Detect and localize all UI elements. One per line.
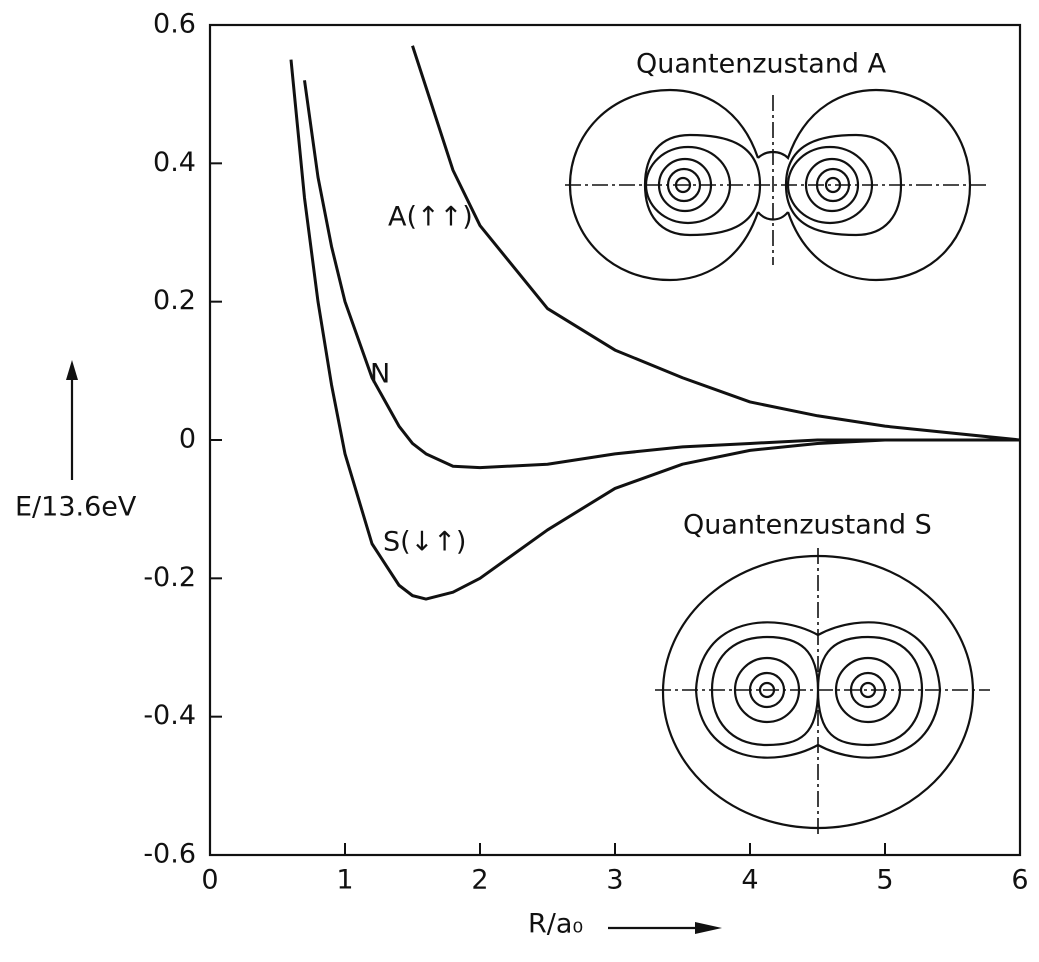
x-tick-label: 3 bbox=[606, 865, 623, 896]
x-tick-label: 1 bbox=[336, 865, 353, 896]
y-tick-label: 0.2 bbox=[153, 285, 196, 316]
curve bbox=[289, 59, 1020, 601]
y-tick-label: -0.6 bbox=[143, 839, 196, 870]
y-tick-label: 0.4 bbox=[153, 147, 196, 178]
annotation: N bbox=[370, 359, 390, 390]
annotation: S(↓↑) bbox=[383, 527, 466, 558]
curve bbox=[411, 45, 1020, 442]
y-arrow-head bbox=[66, 360, 78, 380]
curve bbox=[303, 80, 1020, 470]
x-tick-label: 5 bbox=[876, 865, 893, 896]
x-tick-label: 0 bbox=[201, 865, 218, 896]
x-tick-label: 2 bbox=[471, 865, 488, 896]
y-tick-label: 0.6 bbox=[153, 9, 196, 40]
inset-a bbox=[565, 88, 990, 282]
y-axis-label: E/13.6eV bbox=[15, 492, 137, 523]
annotation: A(↑↑) bbox=[388, 202, 473, 233]
x-arrow-head bbox=[695, 922, 722, 934]
x-axis-label: R/a₀ bbox=[528, 909, 583, 940]
x-tick-label: 6 bbox=[1011, 865, 1028, 896]
annotation: Quantenzustand S bbox=[683, 510, 932, 541]
y-tick-label: -0.4 bbox=[143, 700, 196, 731]
x-tick-label: 4 bbox=[741, 865, 758, 896]
y-tick-label: 0 bbox=[179, 424, 196, 455]
annotation: Quantenzustand A bbox=[636, 49, 887, 80]
inset-s bbox=[655, 548, 990, 835]
y-tick-label: -0.2 bbox=[143, 562, 196, 593]
curves bbox=[289, 45, 1020, 601]
